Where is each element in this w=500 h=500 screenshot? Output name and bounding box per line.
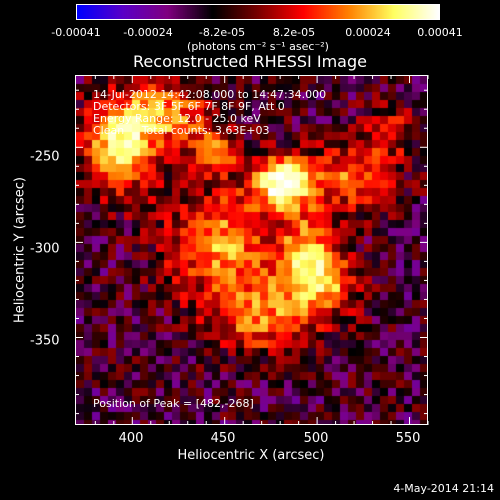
y-tick-label: -300	[30, 241, 60, 257]
colorbar-tick-label: 0.00024	[345, 26, 391, 39]
colorbar-tick-label: 0.00041	[417, 26, 463, 39]
info-time-range: 14-Jul-2012 14:42:08.000 to 14:47:34.000	[93, 88, 327, 101]
x-tick-label: 550	[395, 431, 421, 446]
colorbar-units: (photons cm⁻² s⁻¹ asec⁻²)	[187, 40, 329, 53]
chart-title: Reconstructed RHESSI Image	[133, 52, 367, 71]
colorbar	[76, 4, 440, 20]
x-axis-label: Heliocentric X (arcsec)	[177, 448, 325, 463]
peak-position: Position of Peak = [482,-268]	[93, 397, 254, 410]
colorbar-tick-label: -0.00041	[51, 26, 101, 39]
y-tick-label: -350	[30, 333, 60, 349]
y-axis-label: Heliocentric Y (arcsec)	[12, 177, 28, 323]
x-tick-label: 450	[210, 431, 236, 446]
info-total-counts: Clean Total counts: 3.63E+03	[93, 124, 270, 137]
colorbar-tick-label: -8.2e-05	[198, 26, 246, 39]
x-tick-label: 500	[303, 431, 329, 446]
plot-area: 14-Jul-2012 14:42:08.000 to 14:47:34.000…	[75, 75, 428, 425]
plot-timestamp: 4-May-2014 21:14	[393, 482, 494, 495]
colorbar-tick-label: 8.2e-05	[272, 26, 316, 39]
info-energy-range: Energy Range: 12.0 - 25.0 keV	[93, 112, 261, 125]
y-tick-label: -250	[30, 149, 60, 165]
heatmap-image	[76, 76, 427, 424]
info-detectors: Detectors: 3F 5F 6F 7F 8F 9F, Att 0	[93, 100, 285, 113]
colorbar-tick-label: -0.00024	[123, 26, 173, 39]
x-tick-label: 400	[118, 431, 144, 446]
